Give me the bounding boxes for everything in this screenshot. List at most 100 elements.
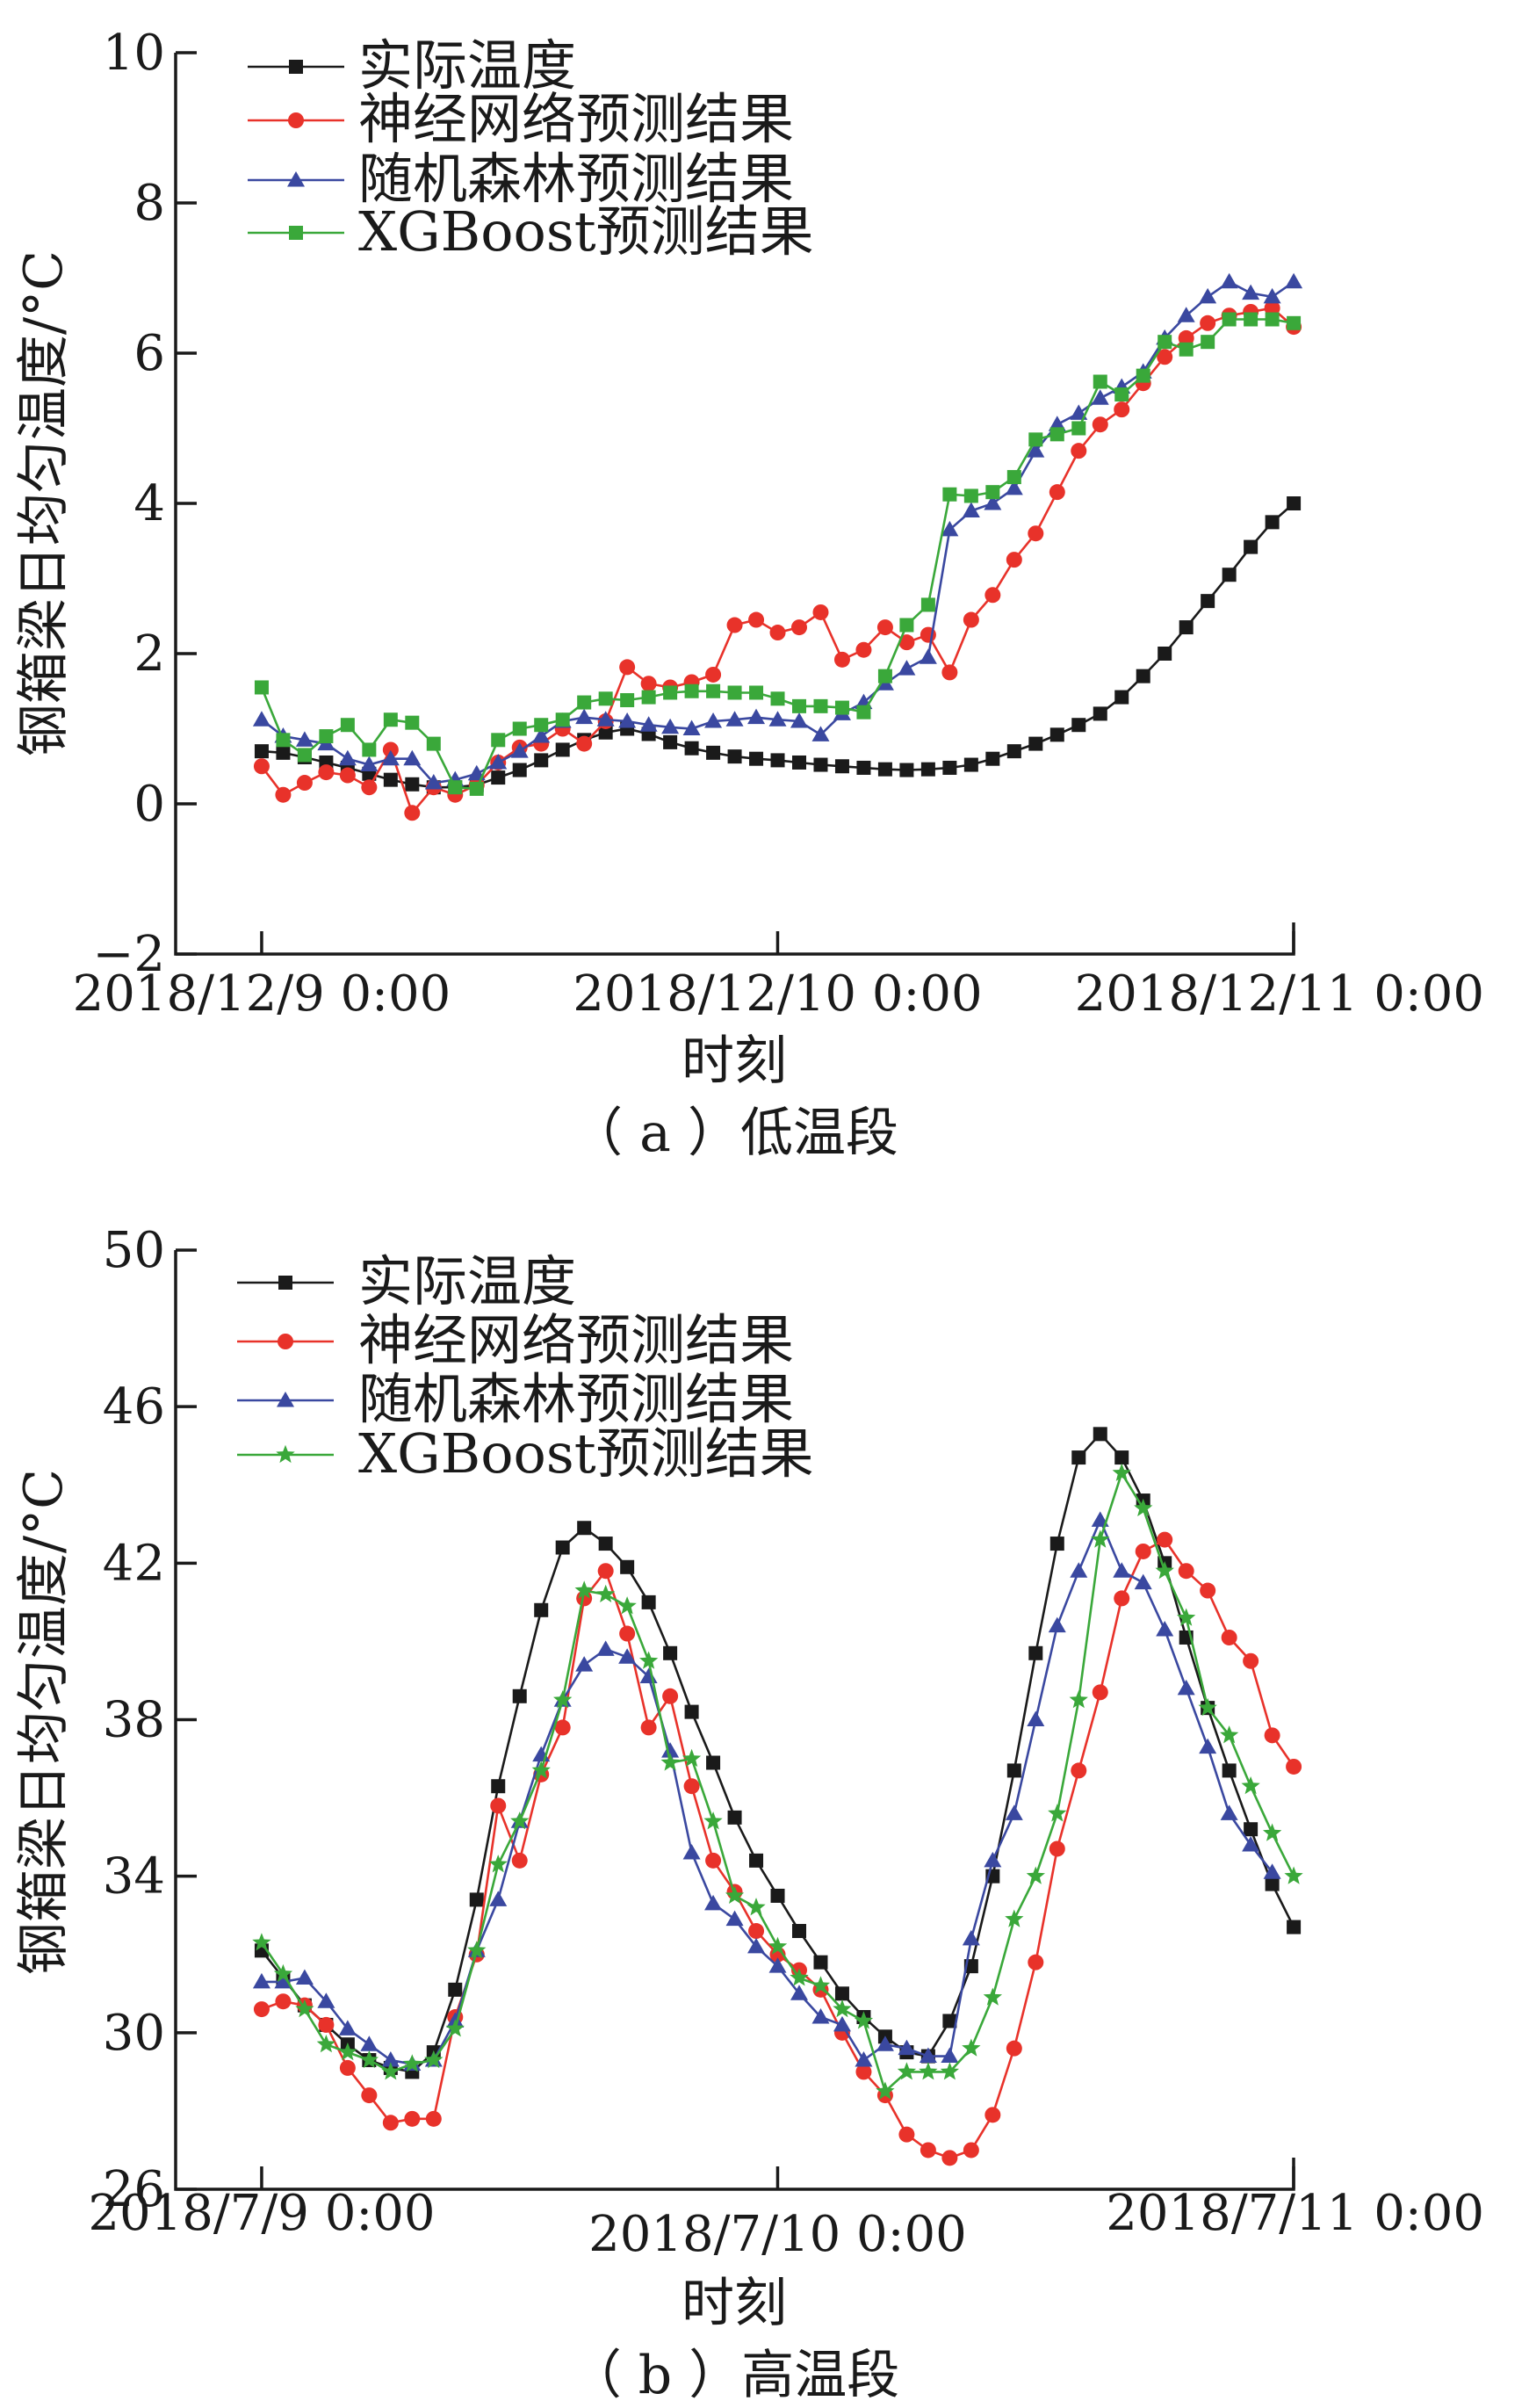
data-point [941, 2047, 959, 2064]
data-point [338, 2020, 357, 2036]
data-point [746, 1898, 766, 1916]
legend-label: 随机森林预测结果 [358, 147, 794, 211]
data-point [962, 502, 980, 518]
data-point [749, 685, 764, 700]
data-point [791, 755, 806, 770]
data-point [1049, 1537, 1064, 1551]
data-point [725, 1885, 745, 1904]
legend-marker [278, 1334, 293, 1349]
data-point [252, 1972, 270, 1989]
data-point [706, 745, 721, 760]
data-point [682, 1748, 702, 1768]
data-point [254, 680, 269, 695]
data-point [275, 786, 292, 803]
panel-caption: （ b ）高温段 [569, 2345, 900, 2406]
y-tick-label: 50 [103, 1222, 165, 1279]
data-point [1071, 1762, 1087, 1779]
data-point [1263, 287, 1281, 304]
y-tick-label: 4 [133, 475, 165, 532]
data-point [963, 488, 978, 503]
data-point [534, 753, 549, 768]
data-point [1158, 335, 1172, 350]
data-point [597, 1563, 614, 1580]
data-point [1201, 594, 1215, 609]
data-point [876, 2036, 894, 2051]
data-point [856, 705, 871, 720]
data-point [1136, 368, 1150, 383]
data-point [727, 1810, 742, 1825]
data-point [319, 729, 334, 744]
series-xgb [252, 1463, 1303, 2100]
y-axis-ticks: −2 0 2 4 6 8 10 [92, 25, 197, 983]
data-point [338, 2042, 357, 2061]
data-point [790, 1968, 809, 1986]
data-point [1198, 1697, 1217, 1717]
y-axis-ticks: 26 30 34 38 42 46 50 [103, 1222, 197, 2218]
data-point [295, 1969, 314, 1985]
series-line [260, 1432, 1295, 2073]
data-point [273, 1963, 293, 1983]
data-point [575, 708, 594, 725]
data-point [1093, 374, 1107, 389]
data-point [424, 774, 443, 790]
x-tick-label: 2018/12/10 0:00 [573, 965, 982, 1023]
data-point [1028, 432, 1043, 447]
data-point [811, 1976, 831, 1994]
y-axis-title: 钢箱梁日均匀温度/°C [13, 250, 75, 756]
legend-entry-nn: 神经网络预测结果 [237, 1308, 794, 1372]
data-point [639, 1651, 659, 1669]
data-point [833, 1999, 852, 2018]
data-point [555, 1540, 570, 1555]
data-point [1155, 1561, 1174, 1580]
data-point [1071, 718, 1086, 733]
data-point [360, 2036, 379, 2051]
data-point [1265, 1877, 1280, 1891]
y-tick-label: 26 [103, 2161, 165, 2218]
legend-marker [287, 171, 305, 187]
data-point [619, 659, 636, 676]
data-point [254, 744, 269, 759]
data-point [811, 726, 830, 741]
data-point [1091, 1529, 1110, 1548]
data-point [1114, 401, 1130, 418]
data-point [706, 683, 721, 698]
chart-panel-b: 26 30 34 38 42 46 50 2018/7/9 0:00 2018/7/10 0:… [13, 1222, 1484, 2406]
data-point [1048, 1804, 1067, 1822]
data-point [768, 1957, 787, 1973]
data-point [942, 760, 957, 775]
data-point [577, 695, 592, 710]
data-point [467, 1941, 487, 1959]
x-axis-ticks: 2018/7/9 0:00 2018/7/10 0:00 2018/7/11 0:0… [88, 2166, 1484, 2263]
plot-area [252, 272, 1303, 821]
series-rf [252, 272, 1303, 790]
legend: 实际温度 神经网络预测结果 随机森林预测结果 XGBoost预测结果 [248, 33, 814, 264]
data-point [598, 725, 613, 740]
data-point [1114, 387, 1129, 402]
data-point [361, 779, 378, 796]
y-axis-title: 钢箱梁日均匀温度/°C [13, 1469, 75, 1975]
y-tick-label: 34 [103, 1848, 165, 1905]
data-point [919, 648, 937, 664]
data-point [877, 762, 892, 777]
y-tick-label: 8 [133, 175, 165, 232]
data-point [553, 1690, 573, 1709]
data-point [920, 2142, 936, 2159]
data-point [919, 2062, 938, 2080]
data-point [877, 669, 892, 683]
data-point [253, 2001, 270, 2018]
data-point [339, 2059, 356, 2076]
legend-label: 实际温度 [358, 33, 576, 98]
data-point [512, 763, 527, 777]
data-point [1287, 315, 1302, 330]
data-point [596, 1584, 616, 1602]
data-point [555, 742, 570, 757]
y-tick-label: −2 [92, 926, 165, 983]
data-point [1199, 1738, 1217, 1754]
legend-label: XGBoost预测结果 [358, 199, 814, 264]
data-point [404, 805, 421, 821]
x-tick-label: 2018/7/11 0:00 [1106, 2185, 1484, 2242]
data-point [1264, 1727, 1280, 1744]
data-point [855, 2051, 873, 2067]
data-point [813, 698, 828, 713]
data-point [620, 693, 635, 708]
